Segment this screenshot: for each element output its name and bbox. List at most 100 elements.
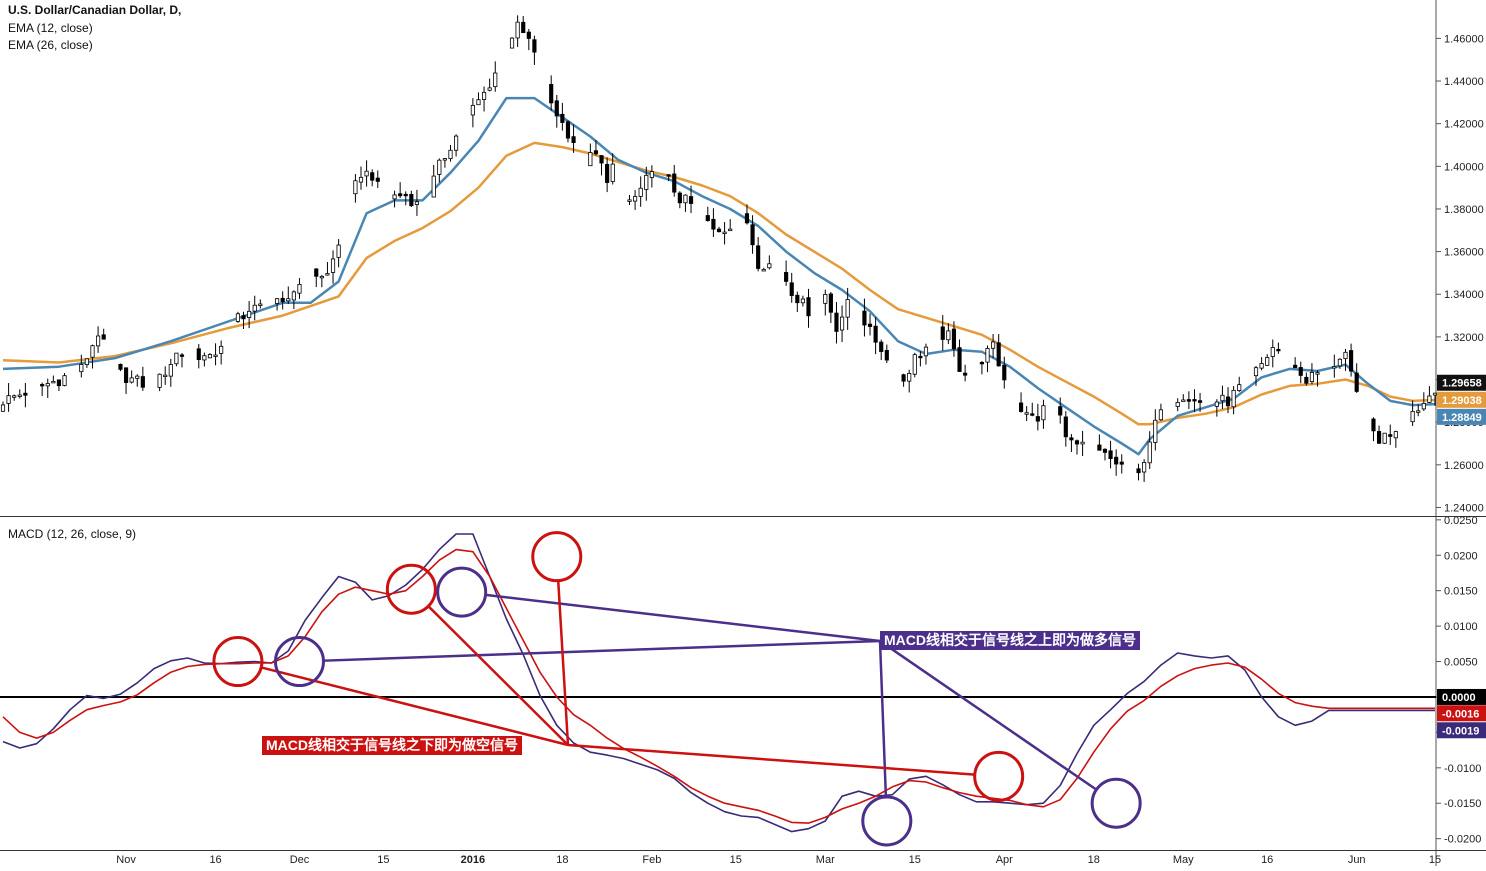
candle-body <box>991 341 996 349</box>
candle-body <box>202 355 207 361</box>
candle-body <box>1265 357 1270 366</box>
candle-body <box>258 303 263 306</box>
price-tick-label: 1.44000 <box>1444 76 1484 88</box>
candle-body <box>123 367 129 383</box>
candle-body <box>1058 406 1063 416</box>
candle-body <box>554 100 559 117</box>
candle-body <box>493 72 498 88</box>
last-close-label-background <box>1437 374 1486 391</box>
candle-body <box>532 39 537 53</box>
candle-body <box>140 376 145 388</box>
candle-body <box>476 99 481 106</box>
candle-body <box>1421 403 1426 410</box>
candle-body <box>79 364 84 373</box>
candle-body <box>207 354 213 359</box>
candle-body <box>1108 450 1113 459</box>
candle-body <box>728 228 733 232</box>
candle-body <box>750 224 755 246</box>
candle-body <box>1410 410 1415 423</box>
candle-body <box>454 135 459 151</box>
candle-body <box>862 310 867 326</box>
candlesticks <box>0 15 1438 482</box>
last-ema12-label: 1.28849 <box>1442 412 1482 424</box>
candle-body <box>51 380 56 384</box>
bullish-connector <box>323 639 881 662</box>
candle-body <box>744 213 750 224</box>
buy-signal-label: MACD线相交于信号线之上即为做多信号 <box>880 631 1140 650</box>
candle-body <box>951 328 957 350</box>
candle-body <box>571 136 576 143</box>
candle-body <box>985 348 990 363</box>
candle-body <box>873 325 878 343</box>
date-tick-label: 15 <box>730 854 742 866</box>
candle-body <box>784 272 789 282</box>
candle-body <box>84 358 89 366</box>
candle-body <box>179 354 185 357</box>
macd-tick-label: 0.0100 <box>1444 621 1478 633</box>
candle-body <box>1315 372 1320 375</box>
candle-body <box>291 291 296 301</box>
macd-series <box>2 533 1435 833</box>
candle-body <box>1343 351 1348 360</box>
candle-body <box>1119 461 1124 465</box>
candle-body <box>1002 364 1007 381</box>
candle-body <box>135 375 140 379</box>
signal-series <box>2 548 1435 824</box>
candle-body <box>515 21 520 39</box>
candle-body <box>963 372 968 376</box>
candle-body <box>1214 401 1219 407</box>
candle-body <box>1371 418 1376 432</box>
bearish-connector <box>427 605 569 746</box>
candle-body <box>688 196 694 204</box>
price-tick-label: 1.26000 <box>1444 460 1484 472</box>
ema12-line <box>2 96 1436 456</box>
candle-body <box>358 176 364 183</box>
candle-body <box>666 174 671 177</box>
ema26-line <box>2 141 1436 426</box>
candle-body <box>946 330 951 341</box>
bullish-connector <box>878 640 888 798</box>
candle-body <box>1293 364 1298 369</box>
candle-body <box>761 269 766 272</box>
candle-body <box>526 31 531 39</box>
candle-body <box>1175 402 1180 407</box>
buy-signal-label-background <box>880 631 1140 650</box>
candle-body <box>442 158 447 161</box>
candle-body <box>286 298 291 302</box>
macd-tick-label: -0.0100 <box>1444 763 1481 775</box>
candle-body <box>90 345 95 358</box>
bullish-cross-circle <box>1090 777 1142 829</box>
candle-body <box>1136 468 1141 474</box>
candle-body <box>1153 419 1158 443</box>
buy-signal-label-text: MACD线相交于信号线之上即为做多信号 <box>884 632 1136 648</box>
candle-body <box>521 21 526 33</box>
candle-body <box>979 361 984 365</box>
candle-body <box>252 304 257 312</box>
bearish-cross-circle <box>385 563 437 615</box>
candle-body <box>834 312 839 332</box>
candle-body <box>409 194 414 207</box>
candle-body <box>1382 432 1387 444</box>
date-tick-label: 18 <box>556 854 568 866</box>
candle-body <box>297 284 302 294</box>
candle-body <box>431 175 436 198</box>
candle-body <box>129 377 134 383</box>
candle-body <box>45 383 50 387</box>
candle-body <box>1354 372 1359 392</box>
candle-body <box>823 294 828 304</box>
candle-body <box>448 149 453 160</box>
date-tick-label: Jun <box>1348 854 1366 866</box>
last-close-label: 1.29658 <box>1442 378 1482 390</box>
candle-body <box>101 334 106 340</box>
macd-lines <box>2 533 1435 833</box>
bullish-cross-circle <box>861 795 913 847</box>
price-tick-label: 1.32000 <box>1444 332 1484 344</box>
candle-body <box>845 299 850 318</box>
candle-body <box>330 258 336 273</box>
bullish-connector <box>879 639 1098 791</box>
macd-value-label: -0.0019 <box>1442 725 1479 737</box>
signal-value-label-background <box>1437 705 1486 722</box>
macd-legend: MACD (12, 26, close, 9) <box>8 527 137 541</box>
candle-body <box>565 121 571 139</box>
signal-value-label: -0.0016 <box>1442 708 1479 720</box>
